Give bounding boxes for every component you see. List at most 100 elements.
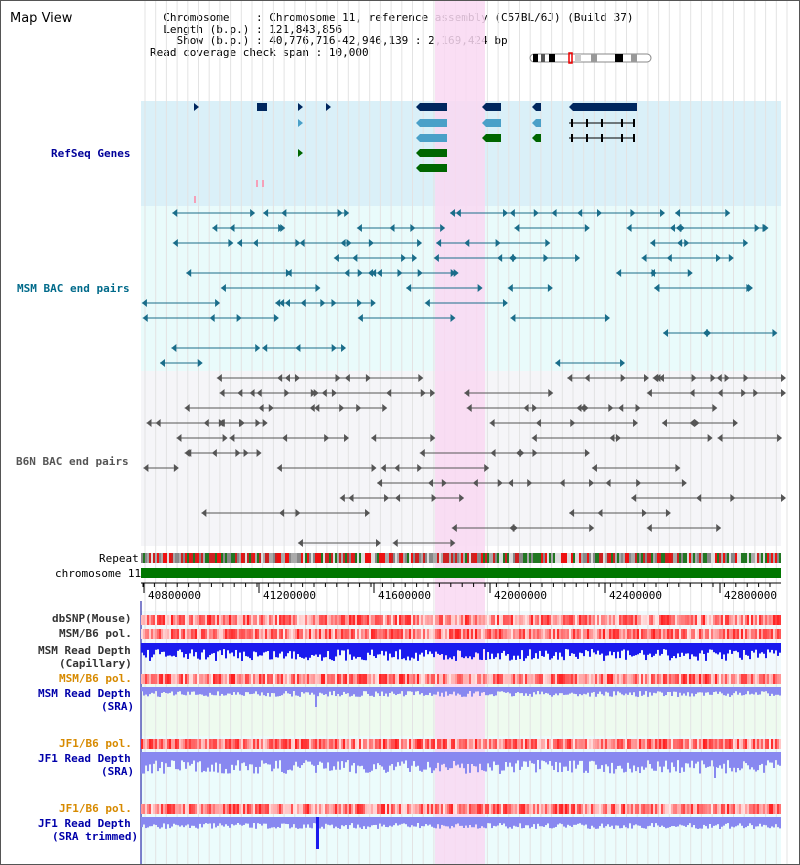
- msm-depth-capillary-bar: [751, 643, 753, 651]
- msm-b6-pol-sra-cell: [247, 674, 249, 684]
- jf1-depth-trimmed-bar: [637, 817, 639, 826]
- track-label-msm-b6-pol[interactable]: MSM/B6 pol.: [59, 627, 132, 640]
- jf1-b6-pol-cell: [171, 739, 173, 749]
- msm-b6-pol-cell: [421, 629, 423, 639]
- msm-b6-pol-sra-cell: [309, 674, 311, 684]
- track-label-jf1-depth-trimmed[interactable]: JF1 Read Depth: [38, 817, 131, 830]
- msm-b6-pol-sra-cell: [577, 674, 579, 684]
- jf1-b6-pol-cell: [493, 739, 495, 749]
- jf1-depth-trimmed-bar: [393, 817, 395, 826]
- track-label-msm-b6-pol-sra[interactable]: MSM/B6 pol.: [59, 672, 132, 685]
- jf1-depth-sra-bar: [483, 752, 485, 771]
- jf1-depth-trimmed-bar: [377, 817, 379, 829]
- jf1-b6-pol-cell: [653, 739, 655, 749]
- msm-b6-pol-sra-cell: [173, 674, 175, 684]
- msm-b6-pol-cell: [187, 629, 189, 639]
- msm-b6-pol-sra-cell: [769, 674, 771, 684]
- msm-depth-sra-bar: [269, 687, 271, 697]
- jf1-depth-sra-bar: [563, 752, 565, 767]
- msm-b6-pol-sra-cell: [363, 674, 365, 684]
- jf1-b6-pol-cell: [385, 739, 387, 749]
- msm-b6-pol-cell: [339, 629, 341, 639]
- msm-depth-sra-bar: [533, 687, 535, 693]
- bac-end-left: [531, 434, 537, 442]
- msm-b6-pol-cell: [631, 629, 633, 639]
- msm-depth-capillary-bar: [497, 643, 499, 654]
- jf1-depth-sra-bar: [201, 752, 203, 773]
- bac-end-right: [589, 479, 595, 487]
- msm-depth-sra-bar: [327, 687, 329, 697]
- msm-depth-capillary-bar: [747, 643, 749, 656]
- jf1-depth-trimmed-bar: [285, 817, 287, 824]
- repeat-segment: [521, 553, 523, 563]
- track-label-b6n-bac[interactable]: B6N BAC end pairs: [16, 455, 129, 468]
- repeat-segment: [501, 553, 503, 563]
- jf1-b6-pol-2-cell: [493, 804, 495, 814]
- dbsnp-cell: [349, 615, 351, 625]
- msm-b6-pol-cell: [451, 629, 453, 639]
- jf1-b6-pol-cell: [449, 739, 451, 749]
- jf1-b6-pol-cell: [779, 739, 781, 749]
- jf1-b6-pol-2-cell: [739, 804, 741, 814]
- jf1-depth-trimmed-bar: [291, 817, 293, 828]
- jf1-b6-pol-cell: [431, 739, 433, 749]
- jf1-depth-trimmed-bar: [727, 817, 729, 824]
- jf1-depth-sra-bar: [677, 752, 679, 761]
- msm-depth-capillary-bar: [223, 643, 225, 650]
- msm-depth-sra-bar: [657, 687, 659, 692]
- repeat-segment: [661, 553, 663, 563]
- jf1-depth-sra-bar: [535, 752, 537, 773]
- dbsnp-cell: [601, 615, 603, 625]
- track-label-jf1-b6-pol[interactable]: JF1/B6 pol.: [59, 737, 132, 750]
- dbsnp-cell: [587, 615, 589, 625]
- jf1-depth-sra-bar: [681, 752, 683, 768]
- dbsnp-cell: [441, 615, 443, 625]
- track-label-chromosome[interactable]: chromosome 11: [55, 567, 142, 580]
- msm-b6-pol-sra-cell: [565, 674, 567, 684]
- chromosome-ideogram[interactable]: [529, 52, 654, 66]
- jf1-b6-pol-2-cell: [635, 804, 637, 814]
- jf1-b6-pol-cell: [683, 739, 685, 749]
- jf1-b6-pol-2-cell: [373, 804, 375, 814]
- msm-b6-pol-cell: [727, 629, 729, 639]
- repeat-segment: [347, 553, 349, 563]
- repeat-segment: [687, 553, 689, 563]
- bac-end-left: [237, 389, 243, 397]
- track-label-dbsnp[interactable]: dbSNP(Mouse): [52, 612, 132, 625]
- dbsnp-cell: [281, 615, 283, 625]
- jf1-b6-pol-2-cell: [189, 804, 191, 814]
- msm-depth-sra-bar: [301, 687, 303, 693]
- jf1-b6-pol-cell: [699, 739, 701, 749]
- track-label-msm-depth-capillary[interactable]: MSM Read Depth: [38, 644, 131, 657]
- track-label-jf1-b6-pol-2[interactable]: JF1/B6 pol.: [59, 802, 132, 815]
- msm-b6-pol-sra-cell: [517, 674, 519, 684]
- jf1-depth-trimmed-bar: [261, 817, 263, 826]
- msm-b6-pol-cell: [169, 629, 171, 639]
- msm-b6-pol-sra-cell: [217, 674, 219, 684]
- msm-b6-pol-sra-cell: [359, 674, 361, 684]
- msm-b6-pol-sra-cell: [273, 674, 275, 684]
- jf1-depth-trimmed-bar: [565, 817, 567, 828]
- repeat-segment: [765, 553, 767, 563]
- track-label-msm-depth-sra[interactable]: MSM Read Depth: [38, 687, 131, 700]
- dbsnp-cell: [149, 615, 151, 625]
- track-label-refseq[interactable]: RefSeq Genes: [51, 147, 131, 160]
- track-label-msm-bac[interactable]: MSM BAC end pairs: [17, 282, 130, 295]
- msm-b6-pol-cell: [291, 629, 293, 639]
- msm-depth-capillary-bar: [291, 643, 293, 659]
- track-label-jf1-depth-sra[interactable]: JF1 Read Depth: [38, 752, 131, 765]
- dbsnp-cell: [433, 615, 435, 625]
- msm-b6-pol-sra-cell: [195, 674, 197, 684]
- ideogram-position-marker: [568, 52, 573, 64]
- msm-b6-pol-cell: [769, 629, 771, 639]
- repeat-segment: [249, 553, 251, 563]
- msm-bac-pair: [514, 224, 590, 232]
- msm-b6-pol-cell: [657, 629, 659, 639]
- msm-b6-pol-cell: [619, 629, 621, 639]
- repeat-segment: [209, 553, 211, 563]
- ideogram-band: [575, 54, 581, 62]
- dbsnp-cell: [471, 615, 473, 625]
- track-label-repeat[interactable]: Repeat: [99, 552, 139, 565]
- repeat-segment: [197, 553, 199, 563]
